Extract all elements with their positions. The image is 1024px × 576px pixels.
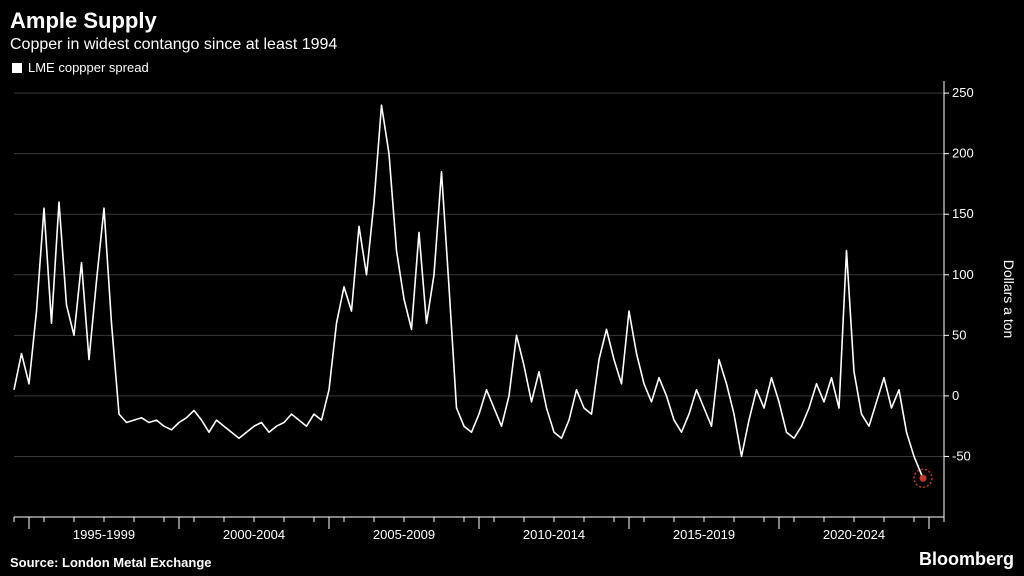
chart-container: Ample Supply Copper in widest contango s… (0, 0, 1024, 576)
svg-text:50: 50 (952, 327, 966, 342)
svg-text:0: 0 (952, 388, 959, 403)
chart-area: -50 0 50 100 150 200 250 Dollars a ton 1995-1999… (10, 77, 1014, 545)
svg-text:2005-2009: 2005-2009 (373, 527, 435, 542)
svg-text:150: 150 (952, 206, 974, 221)
legend: LME coppper spread (12, 60, 1014, 75)
svg-text:2015-2019: 2015-2019 (673, 527, 735, 542)
chart-title: Ample Supply (10, 8, 1014, 34)
svg-text:200: 200 (952, 146, 974, 161)
svg-text:Dollars a ton: Dollars a ton (1001, 260, 1014, 339)
chart-subtitle: Copper in widest contango since at least… (10, 36, 1014, 54)
svg-text:250: 250 (952, 85, 974, 100)
brand-text: Bloomberg (919, 549, 1014, 570)
source-text: Source: London Metal Exchange (10, 555, 212, 570)
footer: Source: London Metal Exchange Bloomberg (10, 549, 1014, 570)
svg-text:2010-2014: 2010-2014 (523, 527, 585, 542)
svg-text:1995-1999: 1995-1999 (73, 527, 135, 542)
svg-text:2020-2024: 2020-2024 (823, 527, 885, 542)
svg-text:-50: -50 (952, 448, 971, 463)
legend-label: LME coppper spread (28, 60, 149, 75)
svg-text:2000-2004: 2000-2004 (223, 527, 285, 542)
line-chart: -50 0 50 100 150 200 250 Dollars a ton 1995-1999… (10, 77, 1014, 545)
legend-marker (12, 63, 22, 73)
svg-text:100: 100 (952, 267, 974, 282)
